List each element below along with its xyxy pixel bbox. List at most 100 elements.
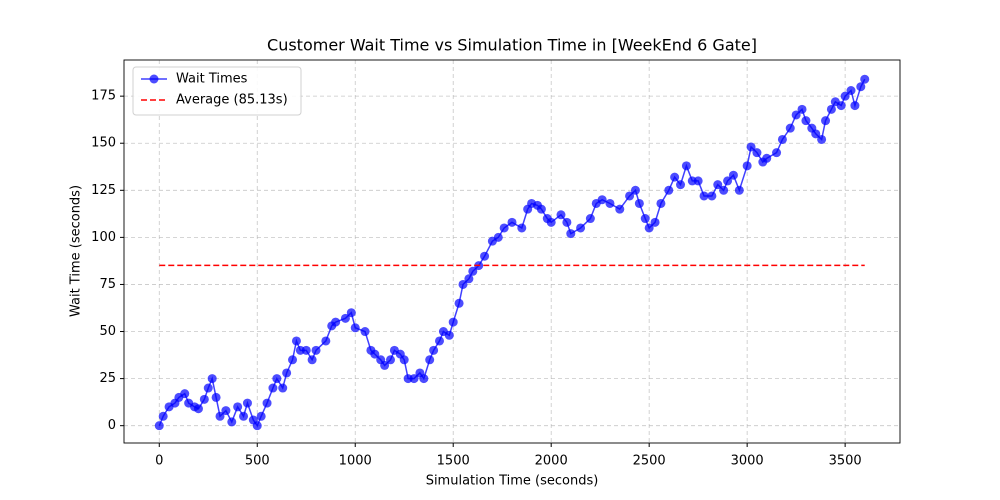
data-point <box>493 232 503 242</box>
plot-frame <box>123 59 901 444</box>
data-point <box>676 180 686 190</box>
data-point <box>252 421 262 431</box>
data-point <box>597 195 607 205</box>
data-point <box>239 411 249 421</box>
data-point <box>215 411 225 421</box>
data-point <box>742 161 752 171</box>
x-tick-label: 0 <box>155 454 163 469</box>
data-point <box>193 404 203 414</box>
x-tick-label: 3500 <box>829 454 862 469</box>
data-point <box>242 398 252 408</box>
data-point <box>480 251 490 261</box>
legend-label: Wait Times <box>176 72 248 87</box>
data-point <box>154 421 164 431</box>
legend-label: Average (85.13s) <box>176 93 288 108</box>
data-point <box>331 317 341 327</box>
data-point <box>562 217 572 227</box>
data-point <box>640 214 650 224</box>
data-point <box>360 327 370 337</box>
y-tick-label: 125 <box>91 183 116 198</box>
x-tick-label: 2000 <box>535 454 568 469</box>
data-point <box>399 355 409 365</box>
data-point <box>434 336 444 346</box>
data-point <box>499 223 509 233</box>
data-point <box>158 411 168 421</box>
data-point <box>644 223 654 233</box>
data-point <box>278 383 288 393</box>
data-point <box>556 210 566 220</box>
x-tick-label: 1500 <box>437 454 470 469</box>
data-point <box>199 394 209 404</box>
data-point <box>386 355 396 365</box>
y-tick-label: 100 <box>91 230 116 245</box>
data-point <box>860 74 870 84</box>
data-point <box>221 406 231 416</box>
data-point <box>546 217 556 227</box>
data-point <box>625 191 635 201</box>
data-point <box>282 368 292 378</box>
data-point <box>576 223 586 233</box>
data-point <box>826 104 836 114</box>
y-tick-label: 175 <box>91 89 116 104</box>
data-point <box>272 374 282 384</box>
data-point <box>719 185 729 195</box>
y-tick-label: 0 <box>108 418 116 433</box>
data-point <box>256 411 266 421</box>
data-point <box>350 323 360 333</box>
data-point <box>699 191 709 201</box>
y-tick-label: 75 <box>99 277 116 292</box>
x-tick-label: 3000 <box>731 454 764 469</box>
x-tick-label: 500 <box>245 454 270 469</box>
data-point <box>777 134 787 144</box>
data-point <box>850 101 860 111</box>
data-point <box>811 129 821 139</box>
data-point <box>670 172 680 182</box>
data-point <box>444 330 454 340</box>
data-point <box>723 176 733 186</box>
data-point <box>288 355 298 365</box>
data-point <box>693 176 703 186</box>
data-point <box>801 116 811 126</box>
x-tick-label: 1000 <box>339 454 372 469</box>
y-tick-label: 25 <box>99 371 116 386</box>
data-point <box>233 402 243 412</box>
data-point <box>585 214 595 224</box>
data-point <box>464 274 474 284</box>
data-point <box>429 345 439 355</box>
legend-marker <box>149 74 159 84</box>
data-point <box>791 110 801 120</box>
data-point <box>346 308 356 318</box>
data-point <box>307 355 317 365</box>
data-point <box>448 317 458 327</box>
data-point <box>630 185 640 195</box>
data-point <box>615 204 625 214</box>
data-point <box>262 398 272 408</box>
data-point <box>728 170 738 180</box>
data-point <box>797 104 807 114</box>
data-point <box>468 266 478 276</box>
data-point <box>817 134 827 144</box>
data-point <box>707 191 717 201</box>
data-point <box>517 223 527 233</box>
data-point <box>268 383 278 393</box>
data-point <box>734 185 744 195</box>
data-point <box>821 116 831 126</box>
data-point <box>650 217 660 227</box>
data-point <box>380 360 390 370</box>
data-point <box>681 161 691 171</box>
data-point <box>856 82 866 92</box>
data-point <box>785 123 795 133</box>
data-point <box>203 383 213 393</box>
y-tick-label: 50 <box>99 324 116 339</box>
y-axis-label: Wait Time (seconds) <box>69 185 84 317</box>
data-point <box>656 198 666 208</box>
data-point <box>291 336 301 346</box>
data-point <box>321 336 331 346</box>
data-point <box>752 148 762 158</box>
data-point <box>419 374 429 384</box>
data-point <box>207 374 217 384</box>
chart-title: Customer Wait Time vs Simulation Time in… <box>267 36 757 55</box>
data-point <box>566 229 576 239</box>
data-point <box>409 374 419 384</box>
